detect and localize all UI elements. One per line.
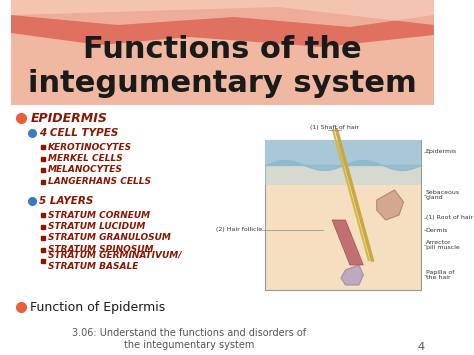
Polygon shape [332, 220, 364, 265]
Polygon shape [11, 0, 434, 27]
Polygon shape [341, 265, 364, 285]
Text: STRATUM CORNEUM: STRATUM CORNEUM [48, 211, 150, 219]
Text: Dermis: Dermis [426, 228, 448, 233]
Text: Epidermis: Epidermis [426, 149, 457, 154]
Text: MELANOCYTES: MELANOCYTES [48, 165, 123, 175]
Text: 3.06: Understand the functions and disorders of
the integumentary system: 3.06: Understand the functions and disor… [72, 328, 306, 350]
FancyBboxPatch shape [265, 140, 421, 165]
Text: STRATUM BASALE: STRATUM BASALE [48, 262, 138, 271]
Text: LANGERHANS CELLS: LANGERHANS CELLS [48, 177, 151, 186]
Text: integumentary system: integumentary system [28, 69, 417, 98]
Text: 5 LAYERS: 5 LAYERS [39, 196, 94, 206]
Text: MERKEL CELLS: MERKEL CELLS [48, 154, 123, 163]
Polygon shape [11, 0, 434, 47]
Text: (2) Hair follicle: (2) Hair follicle [216, 228, 263, 233]
Text: Functions of the: Functions of the [83, 36, 362, 65]
Polygon shape [11, 0, 434, 25]
Text: (1) Root of hair: (1) Root of hair [426, 215, 473, 220]
Text: Arrector
pili muscle: Arrector pili muscle [426, 240, 460, 250]
Text: STRATUM GRANULOSUM: STRATUM GRANULOSUM [48, 234, 171, 242]
Text: 4: 4 [418, 342, 425, 352]
Text: STRATUM GERMINATIVUM/: STRATUM GERMINATIVUM/ [48, 251, 182, 260]
Text: (1) Shaft of hair: (1) Shaft of hair [310, 126, 359, 131]
Text: Sebaceous
gland: Sebaceous gland [426, 190, 460, 201]
Text: Function of Epidermis: Function of Epidermis [30, 300, 165, 313]
FancyBboxPatch shape [265, 140, 421, 290]
Text: STRATUM LUCIDUM: STRATUM LUCIDUM [48, 222, 146, 231]
PathPatch shape [11, 0, 434, 105]
Text: 4 CELL TYPES: 4 CELL TYPES [39, 128, 118, 138]
Text: KEROTINOCYTES: KEROTINOCYTES [48, 142, 132, 152]
FancyBboxPatch shape [265, 165, 421, 185]
Text: Papilla of
the hair: Papilla of the hair [426, 269, 454, 280]
Text: STRATUM SPINOSUM: STRATUM SPINOSUM [48, 245, 154, 254]
Text: EPIDERMIS: EPIDERMIS [30, 111, 107, 125]
Polygon shape [377, 190, 403, 220]
